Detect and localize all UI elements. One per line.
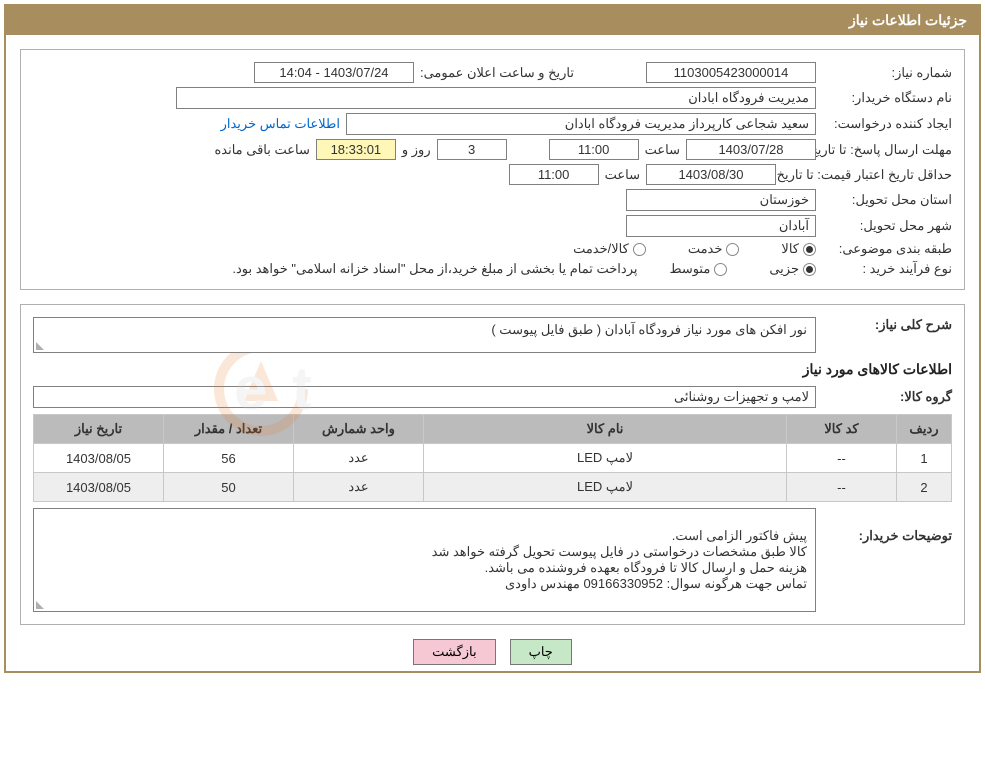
requester-value: سعید شجاعی کارپرداز مدیریت فرودگاه ابادا… (346, 113, 816, 135)
cell-name: لامپ LED (424, 444, 787, 473)
col-unit: واحد شمارش (294, 415, 424, 444)
print-button[interactable]: چاپ (510, 639, 572, 665)
row-group: گروه کالا: لامپ و تجهیزات روشنائی (33, 386, 952, 408)
row-price-validity: حداقل تاریخ اعتبار قیمت: تا تاریخ: 1403/… (33, 164, 952, 185)
label-time-2: ساعت (605, 167, 640, 183)
cell-qty: 56 (164, 444, 294, 473)
label-notes: توضیحات خریدار: (822, 508, 952, 544)
label-time-1: ساعت (645, 142, 680, 158)
row-buyer-org: نام دستگاه خریدار: مدیریت فرودگاه ابادان (33, 87, 952, 109)
cell-date: 1403/08/05 (34, 473, 164, 502)
radio-both[interactable] (633, 243, 646, 256)
row-requester: ایجاد کننده درخواست: سعید شجاعی کارپرداز… (33, 113, 952, 135)
radio-goods-label: کالا (781, 241, 799, 257)
label-category: طبقه بندی موضوعی: (822, 241, 952, 257)
row-reply-deadline: مهلت ارسال پاسخ: تا تاریخ: 1403/07/28 سا… (33, 139, 952, 160)
row-category: طبقه بندی موضوعی: کالا خدمت کالا/خدمت (33, 241, 952, 257)
cell-name: لامپ LED (424, 473, 787, 502)
label-buyer-org: نام دستگاه خریدار: (822, 90, 952, 106)
col-row: ردیف (897, 415, 952, 444)
label-need-no: شماره نیاز: (822, 65, 952, 81)
announce-value: 1403/07/24 - 14:04 (254, 62, 414, 83)
col-name: نام کالا (424, 415, 787, 444)
desc-title-textarea[interactable]: نور افکن های مورد نیاز فرودگاه آبادان ( … (33, 317, 816, 353)
group-value: لامپ و تجهیزات روشنائی (33, 386, 816, 408)
cell-date: 1403/08/05 (34, 444, 164, 473)
radio-goods[interactable] (803, 243, 816, 256)
days-remaining: 3 (437, 139, 507, 160)
price-valid-time: 11:00 (509, 164, 599, 185)
reply-date: 1403/07/28 (686, 139, 816, 160)
table-row: 2 -- لامپ LED عدد 50 1403/08/05 (34, 473, 952, 502)
reply-time: 11:00 (549, 139, 639, 160)
price-valid-date: 1403/08/30 (646, 164, 776, 185)
back-button[interactable]: بازگشت (413, 639, 495, 665)
row-purchase-type: نوع فرآیند خرید : جزیی متوسط پرداخت تمام… (33, 261, 952, 277)
buyer-contact-link[interactable]: اطلاعات تماس خریدار (221, 116, 340, 132)
city-value: آبادان (626, 215, 816, 237)
label-purchase-type: نوع فرآیند خرید : (822, 261, 952, 277)
cell-code: -- (787, 473, 897, 502)
row-notes: توضیحات خریدار: پیش فاکتور الزامی است. ک… (33, 508, 952, 612)
need-no-value: 1103005423000014 (646, 62, 816, 83)
need-items-panel: شرح کلی نیاز: نور افکن های مورد نیاز فرو… (20, 304, 965, 625)
label-desc-title: شرح کلی نیاز: (822, 317, 952, 333)
col-code: کد کالا (787, 415, 897, 444)
radio-minor-group: جزیی (769, 261, 816, 277)
cell-unit: عدد (294, 444, 424, 473)
buyer-org-value: مدیریت فرودگاه ابادان (176, 87, 816, 109)
outer-frame: جزئیات اطلاعات نیاز AriaTender.n e t شما… (4, 4, 981, 673)
label-reply-deadline: مهلت ارسال پاسخ: تا تاریخ: (822, 142, 952, 158)
items-table: ردیف کد کالا نام کالا واحد شمارش تعداد /… (33, 414, 952, 502)
col-qty: تعداد / مقدار (164, 415, 294, 444)
countdown-time: 18:33:01 (316, 139, 396, 160)
label-price-validity: حداقل تاریخ اعتبار قیمت: تا تاریخ: (782, 167, 952, 183)
radio-service-label: خدمت (688, 241, 723, 257)
label-announce: تاریخ و ساعت اعلان عمومی: (420, 65, 574, 81)
radio-service[interactable] (726, 243, 739, 256)
label-requester: ایجاد کننده درخواست: (822, 116, 952, 132)
label-city: شهر محل تحویل: (822, 218, 952, 234)
action-buttons-row: چاپ بازگشت (6, 639, 979, 665)
radio-medium-group: متوسط (669, 261, 727, 277)
resize-handle-icon[interactable] (36, 342, 44, 350)
row-province: استان محل تحویل: خوزستان (33, 189, 952, 211)
notes-textarea[interactable]: پیش فاکتور الزامی است. کالا طبق مشخصات د… (33, 508, 816, 612)
row-city: شهر محل تحویل: آبادان (33, 215, 952, 237)
resize-handle-icon[interactable] (36, 601, 44, 609)
row-need-no: شماره نیاز: 1103005423000014 تاریخ و ساع… (33, 62, 952, 83)
table-header-row: ردیف کد کالا نام کالا واحد شمارش تعداد /… (34, 415, 952, 444)
items-section-header: اطلاعات کالاهای مورد نیاز (33, 361, 952, 378)
purchase-type-note: پرداخت تمام یا بخشی از مبلغ خرید،از محل … (232, 261, 637, 277)
label-remaining: ساعت باقی مانده (214, 142, 309, 158)
page-title: جزئیات اطلاعات نیاز (849, 12, 967, 28)
radio-medium-label: متوسط (669, 261, 710, 277)
notes-text: پیش فاکتور الزامی است. کالا طبق مشخصات د… (432, 528, 807, 591)
details-panel: شماره نیاز: 1103005423000014 تاریخ و ساع… (20, 49, 965, 290)
desc-title-text: نور افکن های مورد نیاز فرودگاه آبادان ( … (491, 322, 807, 337)
row-desc-title: شرح کلی نیاز: نور افکن های مورد نیاز فرو… (33, 317, 952, 353)
radio-minor-label: جزیی (769, 261, 799, 277)
radio-both-label: کالا/خدمت (573, 241, 629, 257)
radio-goods-group: کالا (781, 241, 816, 257)
radio-both-group: کالا/خدمت (573, 241, 646, 257)
cell-unit: عدد (294, 473, 424, 502)
col-date: تاریخ نیاز (34, 415, 164, 444)
label-group: گروه کالا: (822, 389, 952, 405)
radio-medium[interactable] (714, 263, 727, 276)
radio-minor[interactable] (803, 263, 816, 276)
cell-row: 2 (897, 473, 952, 502)
table-row: 1 -- لامپ LED عدد 56 1403/08/05 (34, 444, 952, 473)
page-title-bar: جزئیات اطلاعات نیاز (6, 6, 979, 35)
province-value: خوزستان (626, 189, 816, 211)
label-days-and: روز و (402, 142, 431, 158)
cell-row: 1 (897, 444, 952, 473)
cell-code: -- (787, 444, 897, 473)
radio-service-group: خدمت (688, 241, 740, 257)
cell-qty: 50 (164, 473, 294, 502)
label-province: استان محل تحویل: (822, 192, 952, 208)
